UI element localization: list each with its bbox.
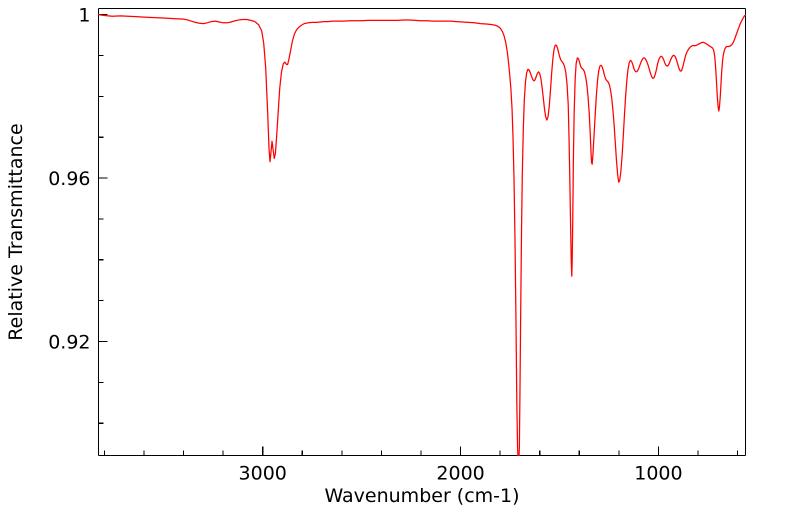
y-tick-label: 0.92 [48,332,90,354]
x-axis-tick-labels: 3000 2000 1000 [239,463,683,485]
y-axis-tick-labels: 1 0.96 0.92 [48,5,90,354]
ir-spectrum-trace [98,14,746,456]
x-tick-label: 3000 [239,463,287,485]
y-tick-label: 0.96 [48,168,90,190]
x-axis-title: Wavenumber (cm-1) [324,485,519,507]
x-axis-ticks [103,446,739,456]
x-tick-label: 1000 [634,463,682,485]
y-axis-ticks [98,14,108,424]
y-axis-title: Relative Transmittance [5,123,27,340]
x-tick-label: 2000 [436,463,484,485]
y-tick-label: 1 [78,5,90,27]
axes-frame [97,7,747,457]
